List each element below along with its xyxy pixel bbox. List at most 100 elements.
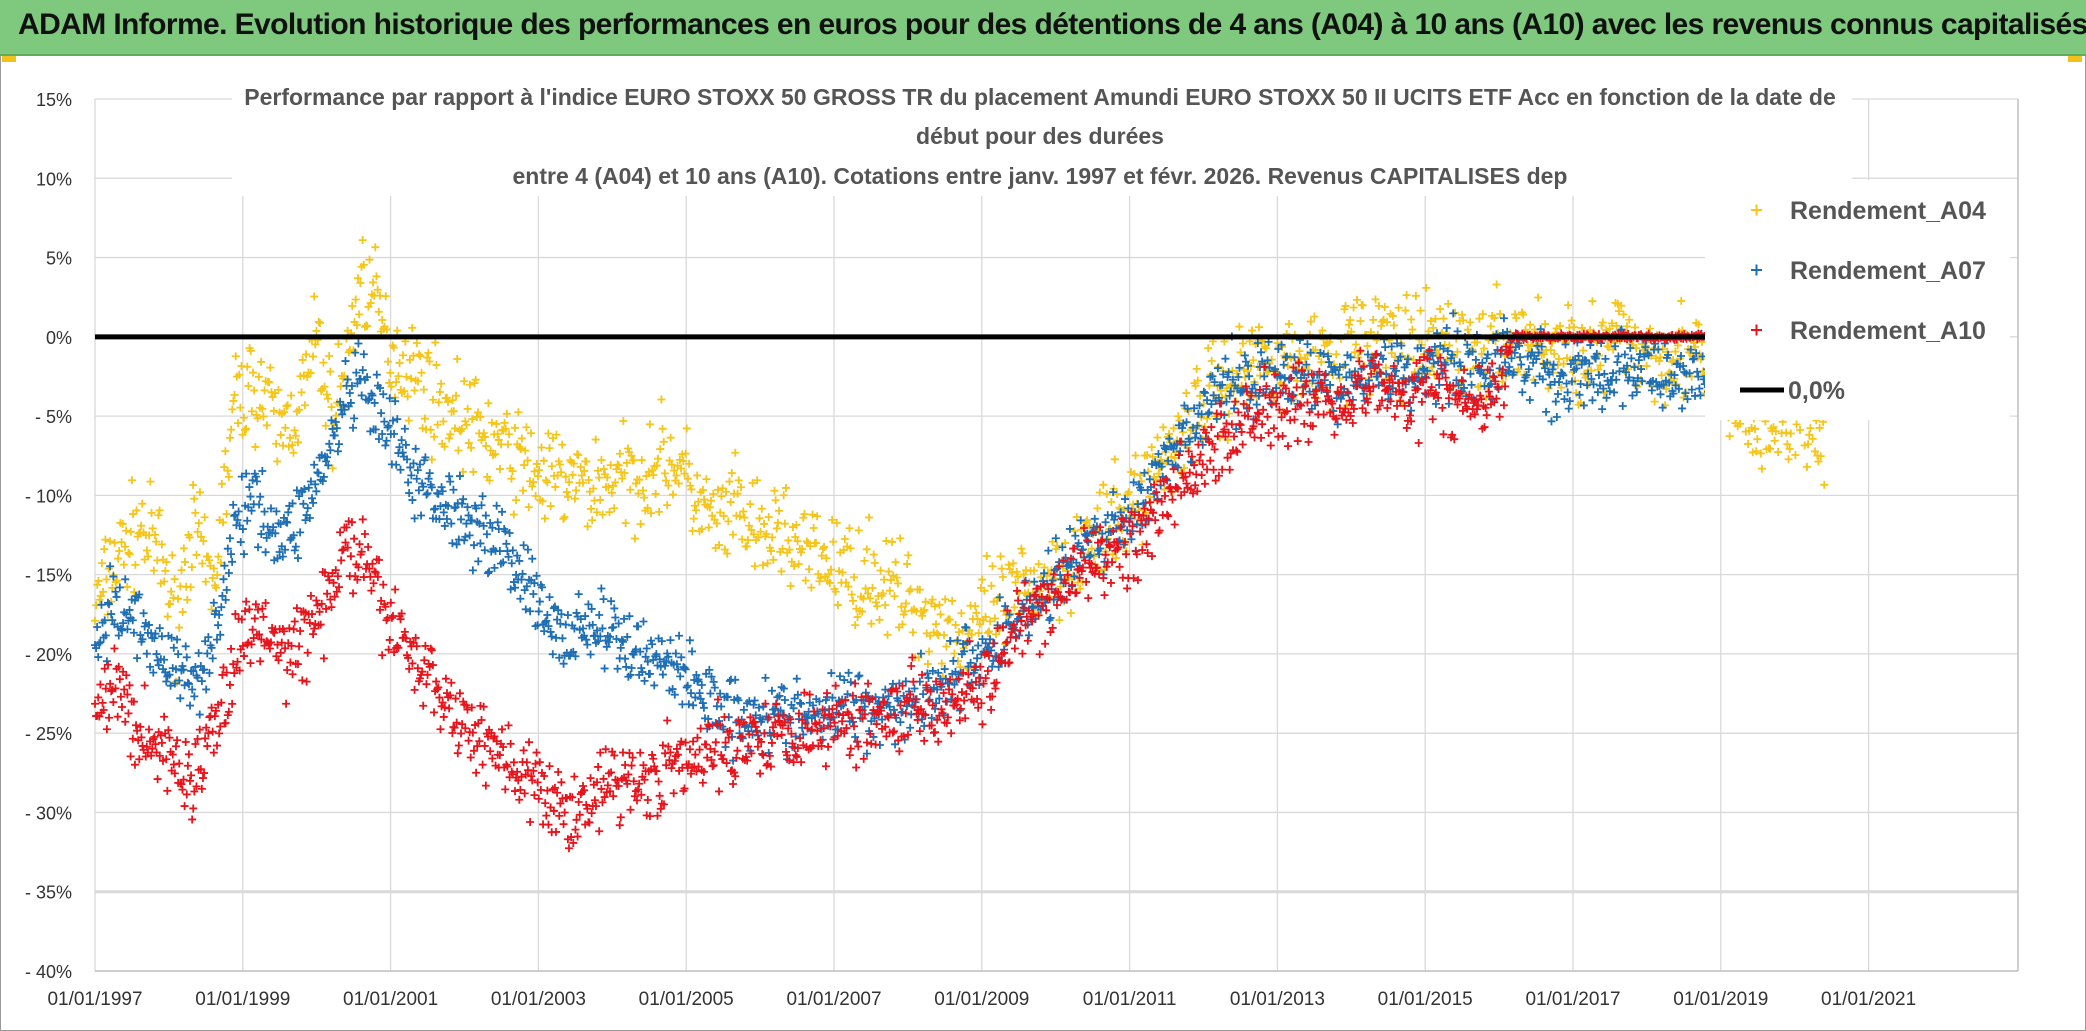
data-point — [1178, 424, 1187, 433]
data-point — [389, 343, 398, 352]
data-point — [654, 777, 663, 786]
data-point — [762, 530, 771, 539]
data-point — [1786, 429, 1795, 438]
data-point — [213, 571, 222, 580]
data-point — [675, 631, 684, 640]
data-point — [916, 649, 925, 658]
data-point — [513, 551, 522, 560]
data-point — [1481, 374, 1490, 383]
data-point — [1078, 563, 1087, 572]
data-point — [266, 363, 275, 372]
data-point — [1170, 520, 1179, 529]
data-point — [436, 502, 445, 511]
data-point — [1638, 377, 1647, 386]
data-point — [923, 669, 932, 678]
data-point — [1417, 397, 1426, 406]
data-point — [638, 668, 647, 677]
data-point — [192, 550, 201, 559]
data-point — [1393, 401, 1402, 410]
data-point — [222, 586, 231, 595]
y-tick-label: 15% — [36, 90, 72, 110]
data-point — [1170, 453, 1179, 462]
data-point — [347, 518, 356, 527]
data-point — [498, 507, 507, 516]
data-point — [537, 443, 546, 452]
data-point — [1524, 365, 1533, 374]
data-point — [1046, 613, 1055, 622]
data-point — [793, 537, 802, 546]
data-point — [749, 530, 758, 539]
data-point — [190, 494, 199, 503]
data-point — [136, 722, 145, 731]
data-point — [1623, 361, 1632, 370]
data-point — [1610, 388, 1619, 397]
data-point — [114, 554, 123, 563]
data-point — [815, 697, 824, 706]
data-point — [238, 642, 247, 651]
data-point — [586, 650, 595, 659]
data-point — [1422, 283, 1431, 292]
data-point — [908, 628, 917, 637]
data-point — [519, 746, 528, 755]
data-point — [467, 516, 476, 525]
data-point — [1282, 407, 1291, 416]
data-point — [1241, 373, 1250, 382]
data-point — [1145, 475, 1154, 484]
data-point — [1153, 433, 1162, 442]
y-tick-label: - 5% — [35, 407, 72, 427]
data-point — [1138, 546, 1147, 555]
data-point — [1331, 366, 1340, 375]
data-point — [272, 652, 281, 661]
data-point — [1332, 350, 1341, 359]
data-point — [488, 754, 497, 763]
data-point — [283, 665, 292, 674]
data-point — [346, 398, 355, 407]
data-point — [1247, 391, 1256, 400]
data-point — [260, 507, 269, 516]
data-point — [124, 709, 133, 718]
data-point — [521, 770, 530, 779]
data-point — [415, 460, 424, 469]
data-point — [402, 372, 411, 381]
data-point — [660, 469, 669, 478]
data-point — [1387, 371, 1396, 380]
data-point — [1082, 577, 1091, 586]
data-point — [1511, 310, 1520, 319]
data-point — [734, 476, 743, 485]
data-point — [474, 557, 483, 566]
data-point — [317, 599, 326, 608]
data-point — [144, 725, 153, 734]
data-point — [813, 726, 822, 735]
data-point — [254, 605, 263, 614]
data-point — [824, 570, 833, 579]
data-point — [147, 508, 156, 517]
data-point — [986, 617, 995, 626]
data-point — [881, 601, 890, 610]
data-point — [777, 730, 786, 739]
data-point — [219, 518, 228, 527]
data-point — [730, 768, 739, 777]
data-point — [1426, 317, 1435, 326]
data-point — [1358, 301, 1367, 310]
data-point — [221, 447, 230, 456]
data-point — [686, 481, 695, 490]
data-point — [463, 503, 472, 512]
data-point — [1194, 440, 1203, 449]
data-point — [1258, 420, 1267, 429]
data-point — [357, 547, 366, 556]
data-point — [302, 350, 311, 359]
data-point — [843, 690, 852, 699]
data-point — [165, 733, 174, 742]
data-point — [1395, 385, 1404, 394]
data-point — [525, 738, 534, 747]
data-point — [676, 672, 685, 681]
data-point — [1355, 347, 1364, 356]
data-point — [570, 772, 579, 781]
data-point — [939, 689, 948, 698]
data-point — [324, 572, 333, 581]
data-point — [355, 310, 364, 319]
data-point — [630, 534, 639, 543]
data-point — [500, 418, 509, 427]
data-point — [532, 571, 541, 580]
data-point — [251, 442, 260, 451]
